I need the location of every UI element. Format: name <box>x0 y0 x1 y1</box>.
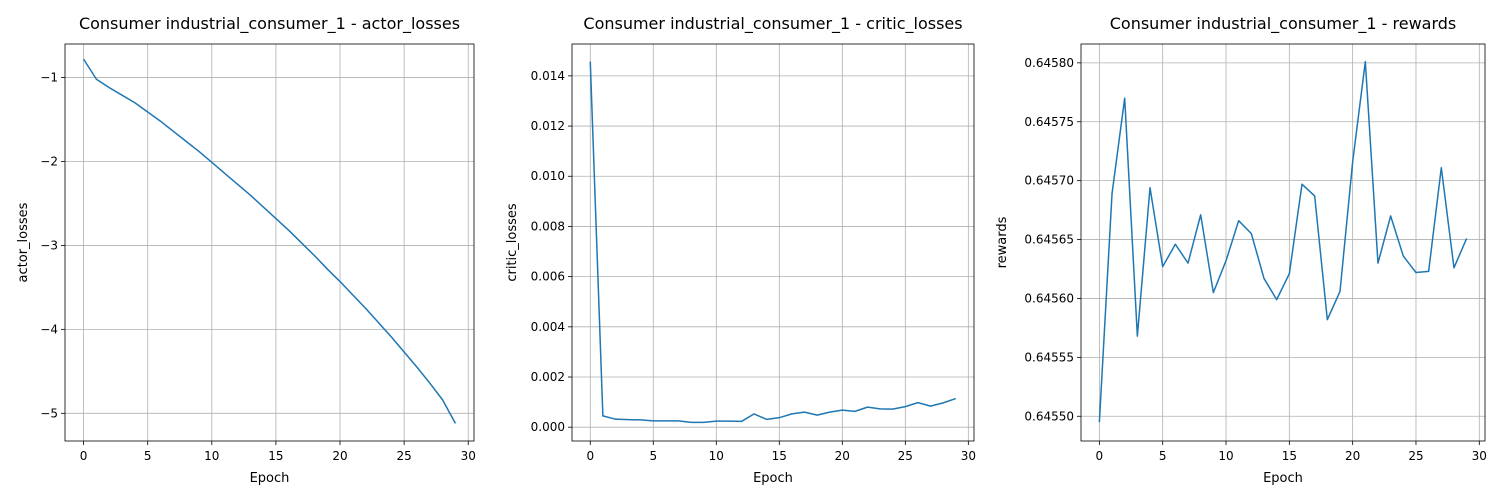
x-axis-label: Epoch <box>1263 471 1303 486</box>
x-tick-label: 15 <box>268 449 283 463</box>
series-line <box>82 58 457 424</box>
y-tick-label: −2 <box>40 155 58 169</box>
axes-frame <box>1080 43 1486 442</box>
y-tick-label: 0.014 <box>531 69 565 83</box>
x-tick-label: 10 <box>204 449 219 463</box>
y-tick-label: 0.64555 <box>1024 350 1074 364</box>
x-axis-label: Epoch <box>753 471 793 486</box>
y-axis-label: actor_losses <box>16 202 31 282</box>
y-tick-label: 0.64550 <box>1024 409 1074 423</box>
y-axis-label: critic_losses <box>505 203 520 282</box>
x-tick-label: 15 <box>1282 449 1297 463</box>
x-tick-label: 20 <box>835 449 850 463</box>
x-axis-label: Epoch <box>250 471 290 486</box>
y-tick-label: 0.64560 <box>1024 291 1074 305</box>
y-tick-label: 0.008 <box>531 219 565 233</box>
x-tick-label: 10 <box>1218 449 1233 463</box>
y-tick-label: 0.002 <box>531 370 565 384</box>
y-tick-label: 0.012 <box>531 119 565 133</box>
y-tick-label: −4 <box>40 322 58 336</box>
subplot-3: 0 5 10 15 20 25 30 0.64550 0.64555 0.64560 0.64565… <box>995 14 1487 486</box>
x-tick-label: 0 <box>586 449 594 463</box>
subplot-1: 0 5 10 15 20 25 30 −5 −4 −3 −2 −1 Consumer industria… <box>16 14 476 486</box>
y-tick-label: 0.006 <box>531 270 565 284</box>
x-tick-label: 0 <box>1096 449 1104 463</box>
y-tick-label: 0.64570 <box>1024 174 1074 188</box>
y-axis-label: rewards <box>995 216 1010 268</box>
y-tick-label: −1 <box>40 71 58 85</box>
axes-frame <box>571 43 975 442</box>
x-tick-label: 30 <box>1472 449 1487 463</box>
y-tick-label: −3 <box>40 238 58 252</box>
x-tick-label: 5 <box>144 449 152 463</box>
x-tick-label: 15 <box>772 449 787 463</box>
series-line <box>1098 60 1468 423</box>
x-tick-label: 0 <box>80 449 88 463</box>
x-tick-label: 5 <box>649 449 657 463</box>
series-line <box>589 61 956 424</box>
chart-title: Consumer industrial_consumer_1 - rewards <box>1110 14 1457 34</box>
x-tick-label: 30 <box>961 449 976 463</box>
x-tick-label: 5 <box>1159 449 1167 463</box>
axes-frame <box>64 43 475 442</box>
chart-title: Consumer industrial_consumer_1 - actor_l… <box>79 14 460 34</box>
x-tick-label: 25 <box>396 449 411 463</box>
y-tick-label: 0.000 <box>531 420 565 434</box>
y-tick-label: 0.010 <box>531 169 565 183</box>
subplot-2: 0 5 10 15 20 25 30 0.000 0.002 0.004 0.006 0.008 0.0… <box>505 14 976 486</box>
y-tick-label: 0.64580 <box>1024 56 1074 70</box>
x-tick-label: 25 <box>1408 449 1423 463</box>
y-tick-label: 0.64575 <box>1024 115 1074 129</box>
x-tick-label: 20 <box>1345 449 1360 463</box>
y-tick-label: 0.004 <box>531 320 565 334</box>
y-tick-label: −5 <box>40 406 58 420</box>
x-tick-label: 30 <box>461 449 476 463</box>
y-tick-label: 0.64565 <box>1024 233 1074 247</box>
x-tick-label: 25 <box>898 449 913 463</box>
chart-title: Consumer industrial_consumer_1 - critic_… <box>583 14 962 34</box>
x-tick-label: 10 <box>709 449 724 463</box>
x-tick-label: 20 <box>332 449 347 463</box>
